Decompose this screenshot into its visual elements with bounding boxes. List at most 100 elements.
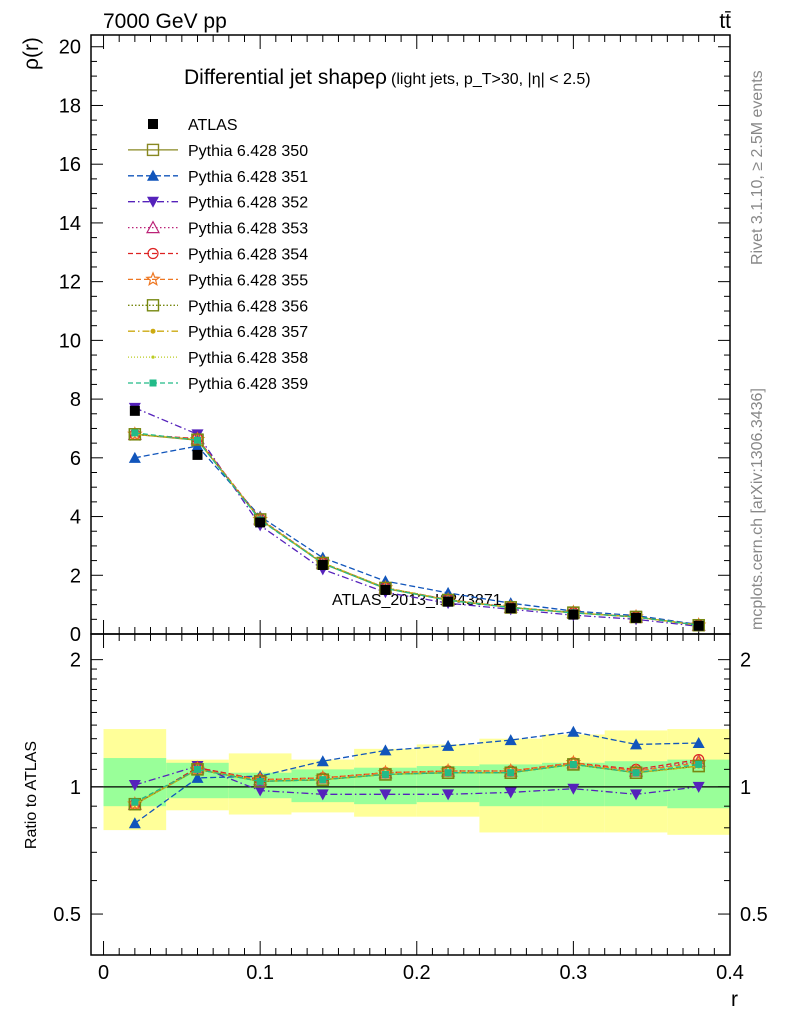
ratio-point xyxy=(191,771,204,783)
process-label: tt̄ xyxy=(719,10,731,33)
ratio-point xyxy=(632,769,640,777)
ratio-y-axis-label: Ratio to ATLAS xyxy=(23,741,40,849)
legend-marker xyxy=(148,119,158,129)
legend-label: Pythia 6.428 352 xyxy=(188,195,308,212)
main-y-tick-label: 10 xyxy=(59,330,81,352)
ratio-point xyxy=(567,725,580,737)
legend-entry-351: Pythia 6.428 351 xyxy=(128,169,308,186)
ratio-point xyxy=(692,736,705,748)
legend-marker xyxy=(146,143,160,157)
atlas-point xyxy=(129,405,140,416)
energy-label: 7000 GeV pp xyxy=(103,10,227,33)
legend-entry-359: Pythia 6.428 359 xyxy=(128,376,308,393)
main-y-axis-label: ρ(r) xyxy=(20,37,43,70)
ratio-point xyxy=(194,765,201,773)
ratio-line xyxy=(134,762,699,805)
ratio-point xyxy=(316,789,329,801)
ratio-frame xyxy=(90,633,731,956)
legend-label: Pythia 6.428 355 xyxy=(188,272,308,289)
ratio-y-tick-label: 0.5 xyxy=(53,904,81,926)
ratio-tick-labels: 0.5 0.5 1 1 2 2 0 0.1 0.2 0.3 0.4 xyxy=(53,650,768,984)
ratio-point xyxy=(444,769,452,777)
ratio-point xyxy=(131,798,139,806)
legend-marker xyxy=(147,196,159,208)
legend-marker xyxy=(145,220,161,234)
ratio-point xyxy=(128,817,141,829)
atlas-point xyxy=(631,612,642,623)
ratio-point xyxy=(254,785,267,797)
main-series-group xyxy=(127,402,707,633)
legend-marker xyxy=(150,328,156,334)
legend-marker xyxy=(146,299,160,312)
x-tick-label: 0.2 xyxy=(403,962,431,984)
legend-marker xyxy=(147,169,159,181)
ratio-point xyxy=(504,734,517,746)
ratio-y-tick-label: 2 xyxy=(70,650,81,672)
main-y-tick-label: 18 xyxy=(59,95,81,117)
ratio-panel: 0.5 0.5 1 1 2 2 0 0.1 0.2 0.3 0.4 Ratio to ATLAS r xyxy=(23,633,768,1011)
legend-entry-352: Pythia 6.428 352 xyxy=(128,195,308,212)
ratio-point xyxy=(256,777,264,785)
main-y-tick-label: 14 xyxy=(59,213,81,235)
series-line xyxy=(134,432,699,626)
legend-label: Pythia 6.428 353 xyxy=(188,221,308,238)
atlas-point xyxy=(192,449,203,460)
legend-marker xyxy=(147,247,159,260)
legend-entry-355: Pythia 6.428 355 xyxy=(128,271,308,289)
series-point xyxy=(194,436,201,444)
legend-label: Pythia 6.428 354 xyxy=(188,247,308,264)
ratio-y-tick-label-right: 2 xyxy=(740,650,751,672)
ratio-point xyxy=(191,763,204,776)
main-y-tick-label: 16 xyxy=(59,154,81,176)
legend-label: Pythia 6.428 351 xyxy=(188,169,308,186)
legend-marker xyxy=(145,271,161,287)
legend-label: Pythia 6.428 359 xyxy=(188,376,308,393)
series-line xyxy=(134,445,699,626)
ratio-point xyxy=(381,770,389,778)
ratio-point xyxy=(507,769,515,777)
ratio-point xyxy=(379,744,392,756)
main-tick-labels: 0 2 4 6 8 10 12 14 16 18 20 xyxy=(59,37,81,646)
ratio-y-tick-label-right: 1 xyxy=(740,777,751,799)
mcplots-label: mcplots.cern.ch [arXiv:1306.3436] xyxy=(749,388,766,630)
legend-label: Pythia 6.428 358 xyxy=(188,350,308,367)
legend-entry-350: Pythia 6.428 350 xyxy=(128,143,308,160)
atlas-point xyxy=(317,559,328,570)
ratio-point xyxy=(442,739,455,751)
legend-marker xyxy=(149,379,157,387)
main-y-tick-label: 20 xyxy=(59,37,81,59)
chart-title-cuts: (light jets, p_T>30, |η| < 2.5) xyxy=(391,71,591,88)
legend-label: Pythia 6.428 356 xyxy=(188,298,308,315)
main-y-tick-label: 4 xyxy=(70,507,81,529)
main-y-tick-label: 2 xyxy=(70,565,81,587)
ratio-point xyxy=(316,755,329,767)
atlas-point xyxy=(505,603,516,614)
ratio-point xyxy=(569,760,577,768)
ratio-y-tick-label-right: 0.5 xyxy=(740,904,768,926)
series-point xyxy=(128,451,141,463)
legend-label: Pythia 6.428 357 xyxy=(188,324,308,341)
ratio-series-351 xyxy=(128,725,705,829)
atlas-point xyxy=(568,609,579,620)
atlas-data-points xyxy=(129,405,704,631)
atlas-point xyxy=(255,517,266,528)
ratio-point xyxy=(695,760,703,768)
ratio-series-group xyxy=(127,725,707,829)
x-tick-label: 0.3 xyxy=(559,962,587,984)
ratio-line xyxy=(134,763,699,803)
ratio-point xyxy=(319,776,327,784)
atlas-point xyxy=(693,620,704,631)
legend-entry-354: Pythia 6.428 354 xyxy=(128,247,308,264)
main-y-tick-label: 0 xyxy=(70,624,81,646)
atlas-point xyxy=(443,596,454,607)
series-point xyxy=(127,426,143,441)
ratio-point xyxy=(692,781,705,793)
ratio-series-359 xyxy=(131,760,703,806)
series-352 xyxy=(128,402,705,633)
chart-title: Differential jet shapeρ (light jets, p_T>… xyxy=(184,66,591,89)
legend-entry-357: Pythia 6.428 357 xyxy=(128,324,308,341)
series-point xyxy=(131,429,139,437)
main-axis-ticks xyxy=(91,35,731,635)
ratio-y-tick-label: 1 xyxy=(70,777,81,799)
